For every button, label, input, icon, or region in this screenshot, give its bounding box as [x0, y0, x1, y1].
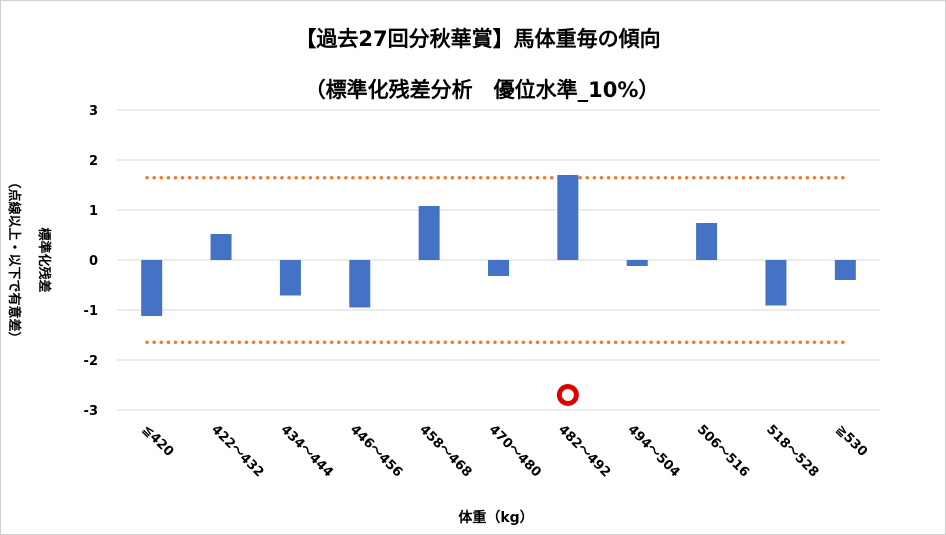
x-tick-label: 506～516: [694, 422, 752, 480]
marker-center: [561, 389, 574, 401]
y-axis-sublabel: （点線以上・以下で有意差）: [6, 175, 22, 344]
x-axis-label: 体重（kg）: [458, 509, 533, 526]
bar: [279, 260, 301, 296]
bar: [765, 260, 787, 306]
y-tick-label: -3: [84, 404, 98, 419]
gridlines: [117, 109, 880, 411]
chart-subtitle: （標準化残差分析 優位水準_10%）: [305, 78, 660, 102]
bar: [557, 175, 579, 260]
y-tick-label: 3: [89, 104, 98, 119]
x-tick-label: 482～492: [555, 422, 613, 480]
y-tick-label: 2: [89, 154, 98, 169]
chart-title: 【過去27回分秋華賞】馬体重毎の傾向: [295, 27, 660, 51]
y-tick-label: -1: [84, 304, 98, 319]
y-tick-label: 0: [89, 254, 98, 269]
y-tick-label: 1: [89, 204, 98, 219]
bar: [834, 260, 856, 280]
markers: [556, 384, 579, 406]
threshold-lines: [145, 176, 847, 344]
x-tick-label: 458～468: [416, 422, 474, 480]
x-tick-label: 518～528: [763, 422, 821, 480]
bar: [349, 260, 371, 308]
bar: [418, 206, 440, 260]
x-tick-label: ≧530: [832, 422, 869, 459]
bar: [141, 260, 163, 316]
y-tick-labels: 3 2 1 0 -1 -2 -3: [84, 104, 98, 419]
bar: [696, 223, 718, 260]
bar: [210, 234, 232, 260]
bar: [626, 260, 648, 266]
x-tick-label: 446～456: [347, 422, 405, 480]
x-tick-label: 434～444: [278, 422, 336, 480]
x-tick-label: 422～432: [208, 422, 266, 480]
bars: [141, 175, 856, 316]
x-tick-labels: ≦420 422～432 434～444 446～456 458～468 470～480 4…: [139, 422, 870, 480]
x-tick-label: 494～504: [624, 422, 682, 480]
x-tick-label: ≦420: [139, 422, 176, 459]
y-tick-label: -2: [84, 354, 98, 369]
y-axis-label: 標準化残差: [36, 227, 52, 292]
x-tick-label: 470～480: [486, 422, 544, 480]
bar: [488, 260, 509, 276]
